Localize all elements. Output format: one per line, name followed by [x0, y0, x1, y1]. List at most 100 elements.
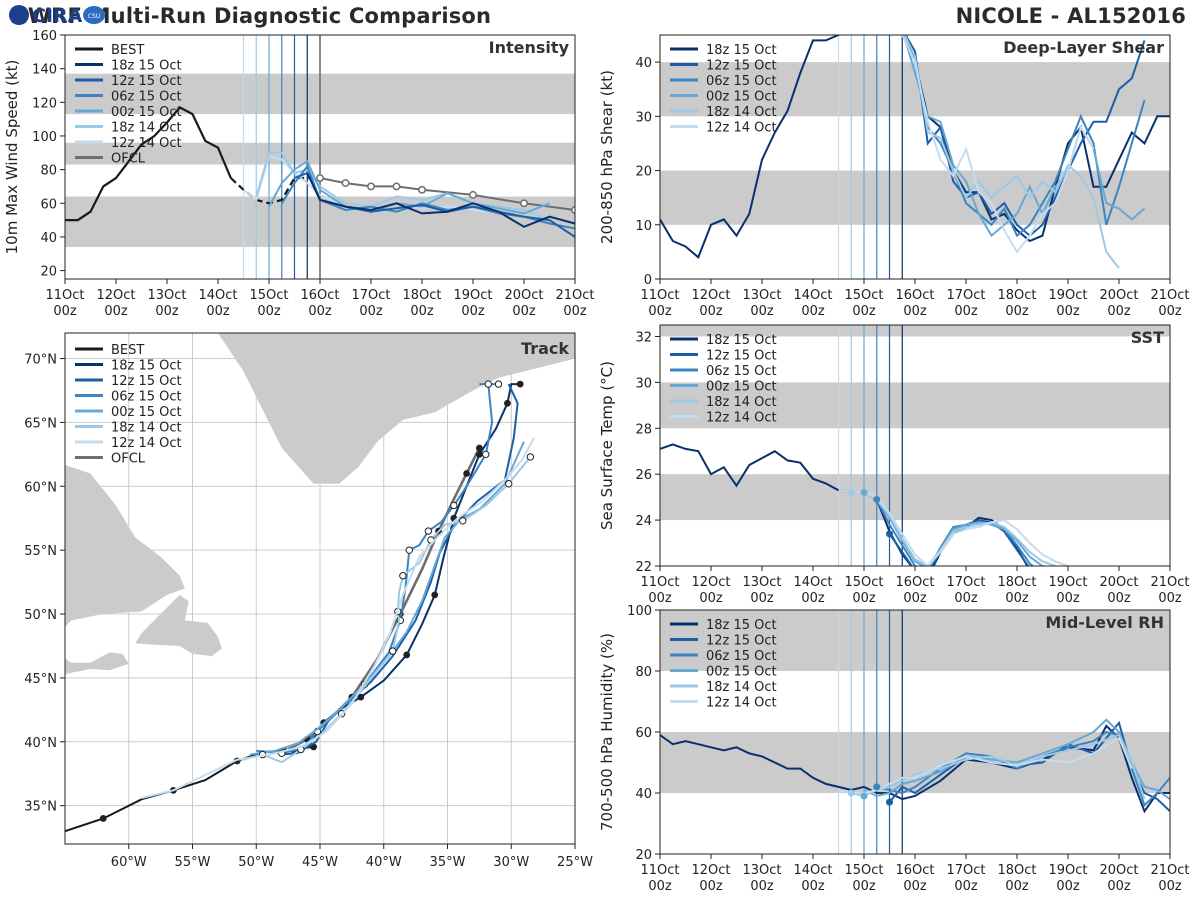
- sst-xtick-hour: 00z: [648, 591, 672, 606]
- shear-ytick-label: 40: [635, 56, 652, 71]
- shear-ylabel: 200-850 hPa Shear (kt): [598, 70, 616, 244]
- sst-xtick-day: 19Oct: [1048, 575, 1087, 590]
- shear-legend-label-r12z15: 12z 15 Oct: [706, 59, 777, 74]
- sst-ytick-label: 32: [635, 330, 652, 345]
- intensity-ytick-label: 100: [32, 130, 57, 145]
- shear-line-r18z14: [851, 35, 1120, 269]
- shear-xtick-day: 15Oct: [844, 288, 883, 303]
- intensity-ytick-label: 160: [32, 29, 57, 44]
- intensity-marker-OFCL: [367, 182, 375, 191]
- rh-xtick-hour: 00z: [801, 879, 825, 894]
- track-xtick-label: 55°W: [175, 855, 211, 870]
- shear-line-r12z14: [838, 35, 1095, 254]
- shear-xtick-day: 17Oct: [946, 288, 985, 303]
- intensity-xtick-hour: 00z: [155, 304, 179, 319]
- intensity-xtick-hour: 00z: [461, 304, 485, 319]
- rh-xtick-day: 16Oct: [895, 863, 934, 878]
- shear-xtick-day: 12Oct: [691, 288, 730, 303]
- newfoundland-land: [135, 594, 222, 657]
- intensity-marker-OFCL: [469, 190, 477, 199]
- track-line-r12z15: [279, 383, 519, 756]
- rh-xtick-hour: 00z: [852, 879, 876, 894]
- track-legend-label-r18z15: 18z 15 Oct: [111, 359, 182, 374]
- sst-xtick-day: 13Oct: [742, 575, 781, 590]
- rh-init-point-r18z14: [847, 789, 855, 797]
- shear-legend-label-r00z15: 00z 15 Oct: [706, 90, 777, 105]
- intensity-legend-label-r18z14: 18z 14 Oct: [111, 121, 182, 136]
- intensity-marker-OFCL: [520, 199, 528, 208]
- track-line-r06z15: [256, 383, 499, 755]
- intensity-legend-label-r06z15: 06z 15 Oct: [111, 90, 182, 105]
- track-legend-label-BEST: BEST: [111, 343, 144, 358]
- rh-legend-label-r18z14: 18z 14 Oct: [706, 680, 777, 695]
- rh-xtick-day: 12Oct: [691, 863, 730, 878]
- track-point-r18z14: [399, 572, 407, 580]
- track-legend-label-r12z15: 12z 15 Oct: [111, 374, 182, 389]
- sst-legend-label-r12z14: 12z 14 Oct: [706, 411, 777, 426]
- intensity-ytick-label: 20: [40, 265, 57, 280]
- intensity-xtick-hour: 00z: [257, 304, 281, 319]
- track-point-r18z15: [504, 399, 511, 407]
- logo-text: CIRA: [32, 5, 83, 27]
- shear-line-r12z15: [904, 35, 1146, 237]
- track-legend-label-r00z15: 00z 15 Oct: [111, 405, 182, 420]
- intensity-legend-label-r12z15: 12z 15 Oct: [111, 74, 182, 89]
- intensity-xtick-hour: 00z: [512, 304, 536, 319]
- intensity-marker-OFCL: [316, 174, 324, 182]
- intensity-legend-label-r00z15: 00z 15 Oct: [111, 105, 182, 120]
- sst-xtick-hour: 00z: [750, 591, 774, 606]
- shear-ytick-label: 20: [635, 165, 652, 180]
- shear-xtick-hour: 00z: [1158, 304, 1182, 319]
- track-xtick-label: 45°W: [302, 855, 338, 870]
- shear-xtick-day: 11Oct: [640, 288, 679, 303]
- sst-xtick-day: 20Oct: [1099, 575, 1138, 590]
- track-ytick-label: 45°N: [24, 672, 57, 687]
- sst-xtick-day: 21Oct: [1150, 575, 1189, 590]
- track-point-r18z14: [505, 480, 513, 488]
- intensity-legend-label-BEST: BEST: [111, 43, 144, 58]
- rh-legend-label-r00z15: 00z 15 Oct: [706, 665, 777, 680]
- track-point-r06z15: [405, 546, 413, 554]
- intensity-title: Intensity: [489, 38, 570, 57]
- intensity-xtick-day: 18Oct: [402, 288, 441, 303]
- sst-xtick-hour: 00z: [801, 591, 825, 606]
- track-point-r06z15: [482, 450, 490, 459]
- rh-line-r00z15: [863, 718, 1170, 801]
- track-point-r18z14: [388, 647, 397, 655]
- sst-series-group: [660, 443, 1069, 566]
- track-ytick-label: 55°N: [24, 544, 57, 559]
- rh-line-r12z15: [888, 720, 1170, 813]
- rh-ytick-label: 80: [635, 665, 652, 680]
- track-line-r18z14: [243, 456, 532, 764]
- track-legend-label-r18z14: 18z 14 Oct: [111, 421, 182, 436]
- shear-legend-label-r18z15: 18z 15 Oct: [706, 43, 777, 58]
- sst-band-1: [660, 382, 1170, 429]
- shear-xtick-day: 16Oct: [895, 288, 934, 303]
- track-ytick-label: 60°N: [24, 480, 57, 495]
- sst-xtick-day: 15Oct: [844, 575, 883, 590]
- shear-series-group: [660, 35, 1170, 269]
- track-legend-label-r12z14: 12z 14 Oct: [111, 436, 182, 451]
- shear-xtick-hour: 00z: [903, 304, 927, 319]
- rh-legend-label-r12z14: 12z 14 Oct: [706, 696, 777, 711]
- track-point-r18z14: [526, 453, 535, 461]
- intensity-xtick-day: 20Oct: [504, 288, 543, 303]
- track-point-r18z15: [516, 380, 524, 388]
- intensity-xtick-hour: 00z: [563, 304, 587, 319]
- intensity-xtick-day: 15Oct: [249, 288, 288, 303]
- track-ytick-label: 70°N: [24, 353, 57, 368]
- intensity-legend-label-OFCL: OFCL: [111, 152, 146, 167]
- intensity-ytick-label: 140: [32, 63, 57, 78]
- intensity-line-BEST: [65, 106, 232, 222]
- intensity-xtick-hour: 00z: [359, 304, 383, 319]
- rh-ylabel: 700-500 hPa Humidity (%): [598, 633, 616, 831]
- greenland-land: [218, 333, 575, 484]
- intensity-line-OFCL: [319, 177, 575, 211]
- shear-xtick-hour: 00z: [1056, 304, 1080, 319]
- rh-ytick-label: 20: [635, 848, 652, 863]
- rh-title: Mid-Level RH: [1045, 613, 1164, 632]
- shear-xtick-hour: 00z: [852, 304, 876, 319]
- rh-init-point-r12z15: [886, 798, 893, 806]
- shear-xtick-hour: 00z: [750, 304, 774, 319]
